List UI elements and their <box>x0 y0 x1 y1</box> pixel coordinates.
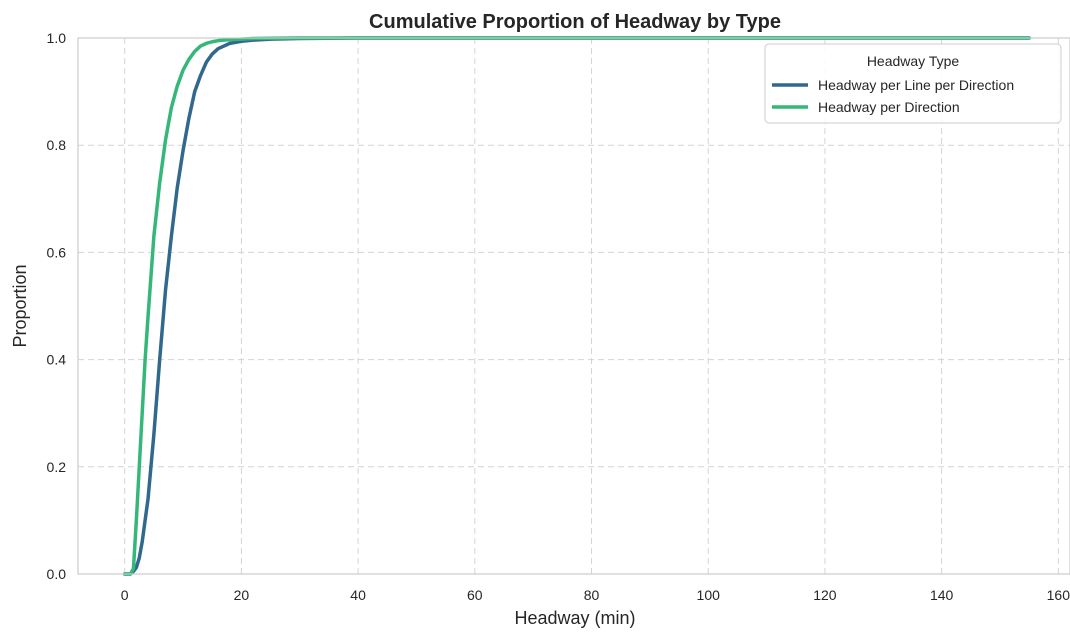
y-tick-label: 0.8 <box>47 137 67 153</box>
grid-layer <box>78 38 1070 574</box>
x-tick-label: 0 <box>121 587 129 603</box>
legend-title: Headway Type <box>867 53 960 69</box>
tick-layer: 0 20 40 60 80 100 120 140 160 0.0 0.2 0.4 0.6 0.8 1.0 <box>47 30 1070 603</box>
y-tick-label: 0.0 <box>47 566 67 582</box>
x-tick-label: 60 <box>467 587 483 603</box>
legend-box <box>764 43 1062 124</box>
y-tick-label: 0.2 <box>47 459 67 475</box>
y-tick-label: 0.6 <box>47 244 67 260</box>
y-axis-label: Proportion <box>10 264 30 347</box>
x-tick-label: 140 <box>930 587 954 603</box>
legend-label-2: Headway per Direction <box>818 99 960 115</box>
x-tick-label: 20 <box>234 587 250 603</box>
legend-label-1: Headway per Line per Direction <box>818 77 1014 93</box>
x-axis-label: Headway (min) <box>514 608 635 628</box>
x-tick-label: 160 <box>1047 587 1070 603</box>
x-tick-label: 120 <box>813 587 837 603</box>
plot-frame <box>77 37 1070 575</box>
chart-title: Cumulative Proportion of Headway by Type <box>369 11 781 33</box>
y-tick-label: 1.0 <box>47 30 67 46</box>
x-tick-label: 40 <box>350 587 366 603</box>
legend: Headway Type Headway per Line per Direct… <box>764 43 1062 124</box>
y-tick-label: 0.4 <box>47 352 67 368</box>
x-tick-label: 80 <box>584 587 600 603</box>
legend-entries: Headway per Line per Direction Headway pe… <box>772 77 1014 115</box>
x-tick-label: 100 <box>697 587 721 603</box>
